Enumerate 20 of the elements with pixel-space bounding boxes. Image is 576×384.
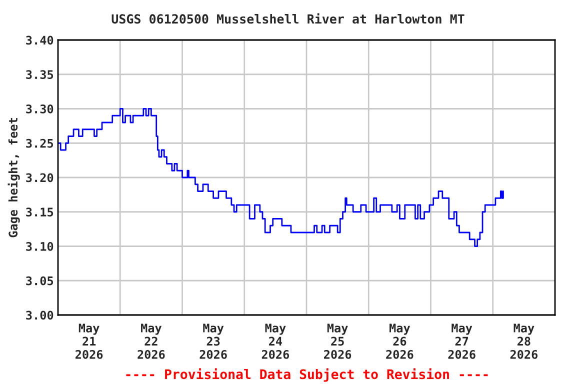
x-tick-label: May 23 2026 <box>200 324 227 359</box>
y-tick-label: 3.10 <box>26 242 54 251</box>
y-tick-label: 3.15 <box>26 208 54 217</box>
chart-title: USGS 06120500 Musselshell River at Harlowton MT <box>112 13 464 24</box>
y-tick-label: 3.30 <box>26 104 54 114</box>
y-tick-label: 3.35 <box>26 70 54 80</box>
x-tick-label: May 27 2026 <box>448 324 476 359</box>
x-tick-label: May 28 2026 <box>510 324 538 359</box>
x-tick-label: May 25 2026 <box>324 324 352 359</box>
y-tick-label: 3.20 <box>26 173 54 182</box>
x-tick-label: May 26 2026 <box>386 324 414 359</box>
x-tick-label: May 22 2026 <box>138 324 165 359</box>
text: ---- Provisional Data Subject to Revision ---- <box>126 368 488 382</box>
x-tick-label: May 21 2026 <box>76 324 103 359</box>
y-tick-label: 3.00 <box>26 310 54 320</box>
y-tick-label: 3.05 <box>26 276 54 286</box>
x-tick-label: May 24 2026 <box>262 324 290 359</box>
y-tick-label: 3.40 <box>26 36 54 45</box>
y-axis-title: Gage height, feet <box>8 118 20 238</box>
y-tick-label: 3.25 <box>26 138 54 148</box>
